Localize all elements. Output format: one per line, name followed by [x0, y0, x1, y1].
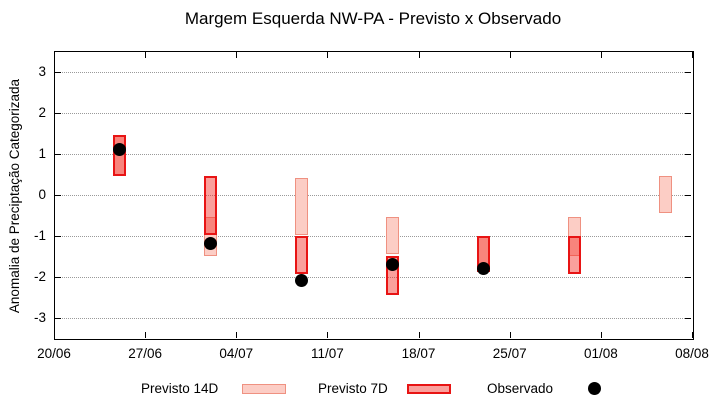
x-tick-label: 18/07	[401, 346, 436, 361]
legend-label-previsto-14d: Previsto 14D	[141, 381, 219, 396]
y-axis-tick	[55, 194, 61, 196]
x-axis-tick	[509, 332, 511, 338]
y-axis-tick	[685, 112, 691, 114]
x-axis-tick	[509, 52, 511, 58]
y-axis-tick	[55, 153, 61, 155]
chart-title: Margem Esquerda NW-PA - Previsto x Obser…	[184, 9, 562, 28]
observado-dot	[294, 274, 308, 288]
x-axis-tick	[54, 332, 55, 338]
y-axis-tick	[55, 71, 61, 73]
observado-dot	[477, 261, 491, 275]
plot-area	[54, 51, 694, 340]
y-tick-label: 1	[38, 145, 46, 161]
y-axis-tick	[55, 112, 61, 114]
gridline	[55, 153, 691, 155]
x-axis-tick	[692, 52, 693, 58]
gridline	[55, 235, 691, 237]
x-axis-tick	[54, 52, 55, 58]
y-tick-label: -3	[33, 309, 46, 325]
previsto-14d-swatch-icon	[242, 384, 286, 394]
gridline	[55, 194, 691, 196]
y-tick-label: 0	[38, 186, 46, 202]
y-tick-label: 2	[38, 104, 46, 120]
x-tick-label: 25/07	[492, 346, 527, 361]
x-axis-tick	[418, 52, 420, 58]
legend-label-previsto-7d: Previsto 7D	[318, 381, 388, 396]
x-axis-tick	[600, 332, 602, 338]
y-axis-tick	[685, 317, 691, 319]
y-tick-label: -2	[33, 268, 46, 284]
y-tick-label: -1	[33, 227, 46, 243]
x-axis-tick	[600, 52, 602, 58]
observado-dot	[203, 237, 217, 251]
gridline	[55, 276, 691, 278]
x-tick-label: 27/06	[128, 346, 163, 361]
y-axis-tick	[55, 276, 61, 278]
x-tick-label: 04/07	[219, 346, 254, 361]
previsto-7d-bar	[294, 235, 308, 275]
y-axis-tick	[685, 194, 691, 196]
x-axis-tick	[236, 52, 238, 58]
previsto-7d-bar	[568, 235, 582, 275]
observado-dot	[112, 142, 126, 156]
x-axis-tick	[418, 332, 420, 338]
x-axis-tick	[236, 332, 238, 338]
observado-dot-icon	[588, 382, 601, 395]
legend-label-observado: Observado	[487, 381, 554, 396]
y-tick-label: 3	[38, 63, 46, 79]
gridline	[55, 71, 691, 73]
previsto-14d-bar	[386, 217, 400, 254]
x-axis-tick	[145, 52, 147, 58]
y-axis-tick	[685, 71, 691, 73]
x-tick-label: 08/08	[675, 346, 709, 361]
x-axis-tick	[327, 52, 329, 58]
x-axis-tick	[692, 332, 693, 338]
x-tick-label: 01/08	[583, 346, 618, 361]
previsto-14d-bar	[294, 178, 308, 236]
x-axis-tick	[327, 332, 329, 338]
previsto-14d-bar	[659, 176, 673, 213]
x-tick-label: 11/07	[311, 346, 344, 361]
x-axis-tick	[145, 332, 147, 338]
gridline	[55, 112, 691, 114]
y-axis-tick	[55, 235, 61, 237]
y-axis-tick	[685, 276, 691, 278]
y-axis-tick	[55, 317, 61, 319]
observado-dot	[386, 257, 400, 271]
gridline	[55, 317, 691, 319]
previsto-7d-swatch-icon	[407, 384, 451, 394]
previsto-7d-bar	[203, 176, 217, 236]
x-tick-label: 20/06	[37, 346, 71, 361]
y-axis-tick	[685, 153, 691, 155]
y-axis-tick	[685, 235, 691, 237]
